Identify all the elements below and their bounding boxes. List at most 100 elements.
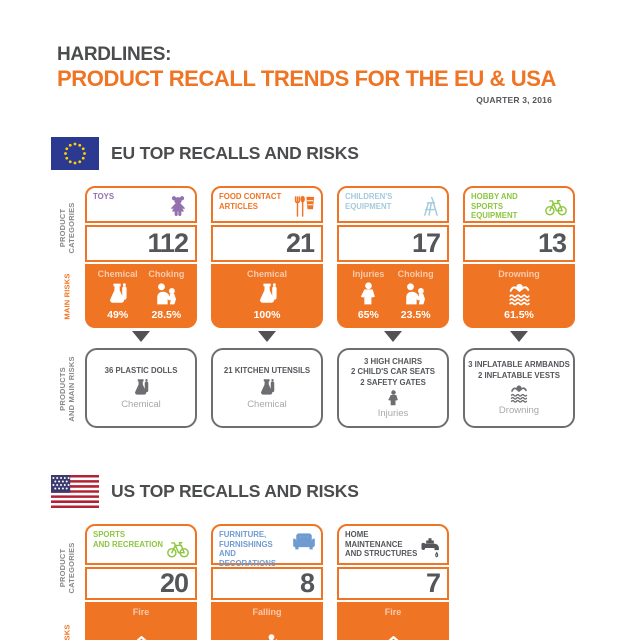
recall-count: 21 bbox=[211, 225, 323, 262]
product-risk-label: Chemical bbox=[121, 399, 161, 411]
page-title-line1: HARDLINES: bbox=[57, 44, 172, 65]
product-line: 3 INFLATABLE ARMBANDS bbox=[468, 360, 570, 370]
category-label: FURNITURE, FURNISHINGS AND DECORATIONS bbox=[219, 530, 277, 569]
category-header: TOYS bbox=[85, 186, 197, 223]
house-fire-icon bbox=[381, 633, 406, 640]
arrow-down-icon bbox=[510, 331, 528, 342]
drowning-icon bbox=[509, 384, 529, 404]
risk-falling: Falling bbox=[253, 607, 282, 640]
product-risk-label: Drowning bbox=[498, 404, 540, 416]
risk-fire: Fire bbox=[381, 607, 406, 640]
flask-icon bbox=[255, 282, 280, 307]
us-flag-icon bbox=[51, 475, 99, 508]
product-card-childrens-items: 3 HIGH CHAIRS 2 CHILD'S CAR SEATS 2 SAFE… bbox=[337, 348, 449, 428]
risk-name: Injuries bbox=[352, 269, 385, 279]
category-header: HOBBY AND SPORTS EQUIPMENT bbox=[463, 186, 575, 223]
eu-section-header: EU TOP RECALLS AND RISKS bbox=[51, 137, 359, 170]
sofa-icon bbox=[291, 529, 317, 552]
product-line: 36 PLASTIC DOLLS bbox=[104, 365, 178, 375]
risk-name: Fire bbox=[384, 607, 402, 617]
category-label: HOME MAINTENANCE AND STRUCTURES bbox=[345, 530, 418, 559]
main-risks-panel: Falling bbox=[211, 602, 323, 640]
main-risks-panel: Injuries 65% Choking 23.5% bbox=[337, 264, 449, 328]
us-card-home-maintenance: HOME MAINTENANCE AND STRUCTURES 7 Fire bbox=[337, 524, 449, 640]
risk-name: Drowning bbox=[498, 269, 540, 279]
eu-card-food-contact: FOOD CONTACT ARTICLES 21 Chemical 100% bbox=[211, 186, 323, 342]
eu-flag-icon bbox=[51, 137, 99, 170]
risk-percent: 100% bbox=[253, 309, 281, 321]
category-label: CHILDREN'S EQUIPMENT bbox=[345, 192, 393, 211]
main-risks-panel: Drowning 61.5% bbox=[463, 264, 575, 328]
product-risk-label: Chemical bbox=[247, 399, 287, 411]
product-card-inflatables: 3 INFLATABLE ARMBANDS 2 INFLATABLE VESTS… bbox=[463, 348, 575, 428]
category-header: HOME MAINTENANCE AND STRUCTURES bbox=[337, 524, 449, 565]
risk-percent: 65% bbox=[357, 309, 379, 321]
arrow-down-icon bbox=[258, 331, 276, 342]
eu-card-childrens-equipment: CHILDREN'S EQUIPMENT 17 Injuries 65% Cho… bbox=[337, 186, 449, 342]
risk-percent: 23.5% bbox=[400, 309, 431, 321]
eu-section-title: EU TOP RECALLS AND RISKS bbox=[111, 143, 359, 163]
risk-injuries: Injuries 65% bbox=[352, 269, 384, 321]
flask-icon bbox=[257, 378, 277, 398]
risk-name: Choking bbox=[397, 269, 434, 279]
risk-percent: 49% bbox=[107, 309, 129, 321]
page-title-line2: PRODUCT RECALL TRENDS FOR THE EU & USA bbox=[57, 66, 556, 91]
arrow-down-icon bbox=[132, 331, 150, 342]
risk-fire: Fire bbox=[129, 607, 154, 640]
main-risks-panel: Chemical 100% bbox=[211, 264, 323, 328]
bicycle-icon bbox=[165, 537, 191, 560]
recall-count: 8 bbox=[211, 567, 323, 600]
recall-count: 13 bbox=[463, 225, 575, 262]
us-main-risks-label: MAIN RISKS bbox=[63, 613, 72, 640]
risk-name: Fire bbox=[132, 607, 150, 617]
drowning-icon bbox=[507, 282, 532, 307]
us-section-header: US TOP RECALLS AND RISKS bbox=[51, 475, 359, 508]
house-fire-icon bbox=[129, 633, 154, 640]
main-risks-panel: Fire bbox=[337, 602, 449, 640]
flask-icon bbox=[105, 282, 130, 307]
quarter-label: QUARTER 3, 2016 bbox=[476, 95, 552, 105]
main-risks-panel: Chemical 49% Choking 28.5% bbox=[85, 264, 197, 328]
product-line: 2 SAFETY GATES bbox=[360, 377, 426, 387]
eu-card-hobby-sports: HOBBY AND SPORTS EQUIPMENT 13 Drowning 6… bbox=[463, 186, 575, 342]
category-label: HOBBY AND SPORTS EQUIPMENT bbox=[471, 192, 518, 221]
product-title: 36 PLASTIC DOLLS bbox=[105, 366, 178, 377]
us-card-sports-recreation: SPORTS AND RECREATION 20 Fire bbox=[85, 524, 197, 640]
faucet-icon bbox=[417, 537, 443, 560]
category-header: CHILDREN'S EQUIPMENT bbox=[337, 186, 449, 223]
risk-choking: Choking 23.5% bbox=[398, 269, 434, 321]
product-risk-label: Injuries bbox=[377, 408, 409, 420]
category-header: SPORTS AND RECREATION bbox=[85, 524, 197, 565]
main-risks-panel: Fire bbox=[85, 602, 197, 640]
injured-person-icon bbox=[385, 390, 402, 407]
doll-icon bbox=[165, 195, 191, 218]
arrow-down-icon bbox=[384, 331, 402, 342]
flask-icon bbox=[131, 378, 151, 398]
risk-chemical: Chemical 100% bbox=[247, 269, 287, 321]
choking-icon bbox=[403, 282, 428, 307]
category-header: FOOD CONTACT ARTICLES bbox=[211, 186, 323, 223]
risk-name: Choking bbox=[148, 269, 185, 279]
eu-products-and-main-risks-label: PRODUCTS AND MAIN RISKS bbox=[58, 356, 76, 422]
us-card-furniture: FURNITURE, FURNISHINGS AND DECORATIONS 8… bbox=[211, 524, 323, 640]
risk-drowning: Drowning 61.5% bbox=[498, 269, 540, 321]
falling-person-icon bbox=[255, 633, 280, 640]
risk-choking: Choking 28.5% bbox=[148, 269, 184, 321]
recall-count: 112 bbox=[85, 225, 197, 262]
product-line: 2 INFLATABLE VESTS bbox=[477, 371, 560, 380]
high-chair-icon bbox=[417, 195, 443, 218]
us-section-title: US TOP RECALLS AND RISKS bbox=[111, 481, 359, 501]
risk-percent: 28.5% bbox=[151, 309, 182, 321]
risk-percent: 61.5% bbox=[504, 309, 534, 321]
product-title: 3 INFLATABLE ARMBANDS 2 INFLATABLE VESTS bbox=[468, 360, 570, 381]
eu-card-toys: TOYS 112 Chemical 49% Choking 28.5% bbox=[85, 186, 197, 342]
eu-products-row: 36 PLASTIC DOLLS Chemical 21 KITCHEN UTE… bbox=[85, 348, 575, 428]
us-product-categories-label: PRODUCT CATEGORIES bbox=[58, 542, 76, 594]
category-label: SPORTS AND RECREATION bbox=[93, 530, 164, 549]
risk-name: Falling bbox=[252, 607, 282, 617]
risk-chemical: Chemical 49% bbox=[98, 269, 138, 321]
bicycle-icon bbox=[543, 195, 569, 218]
product-card-kitchen-utensils: 21 KITCHEN UTENSILS Chemical bbox=[211, 348, 323, 428]
product-title: 3 HIGH CHAIRS 2 CHILD'S CAR SEATS 2 SAFE… bbox=[351, 357, 435, 389]
